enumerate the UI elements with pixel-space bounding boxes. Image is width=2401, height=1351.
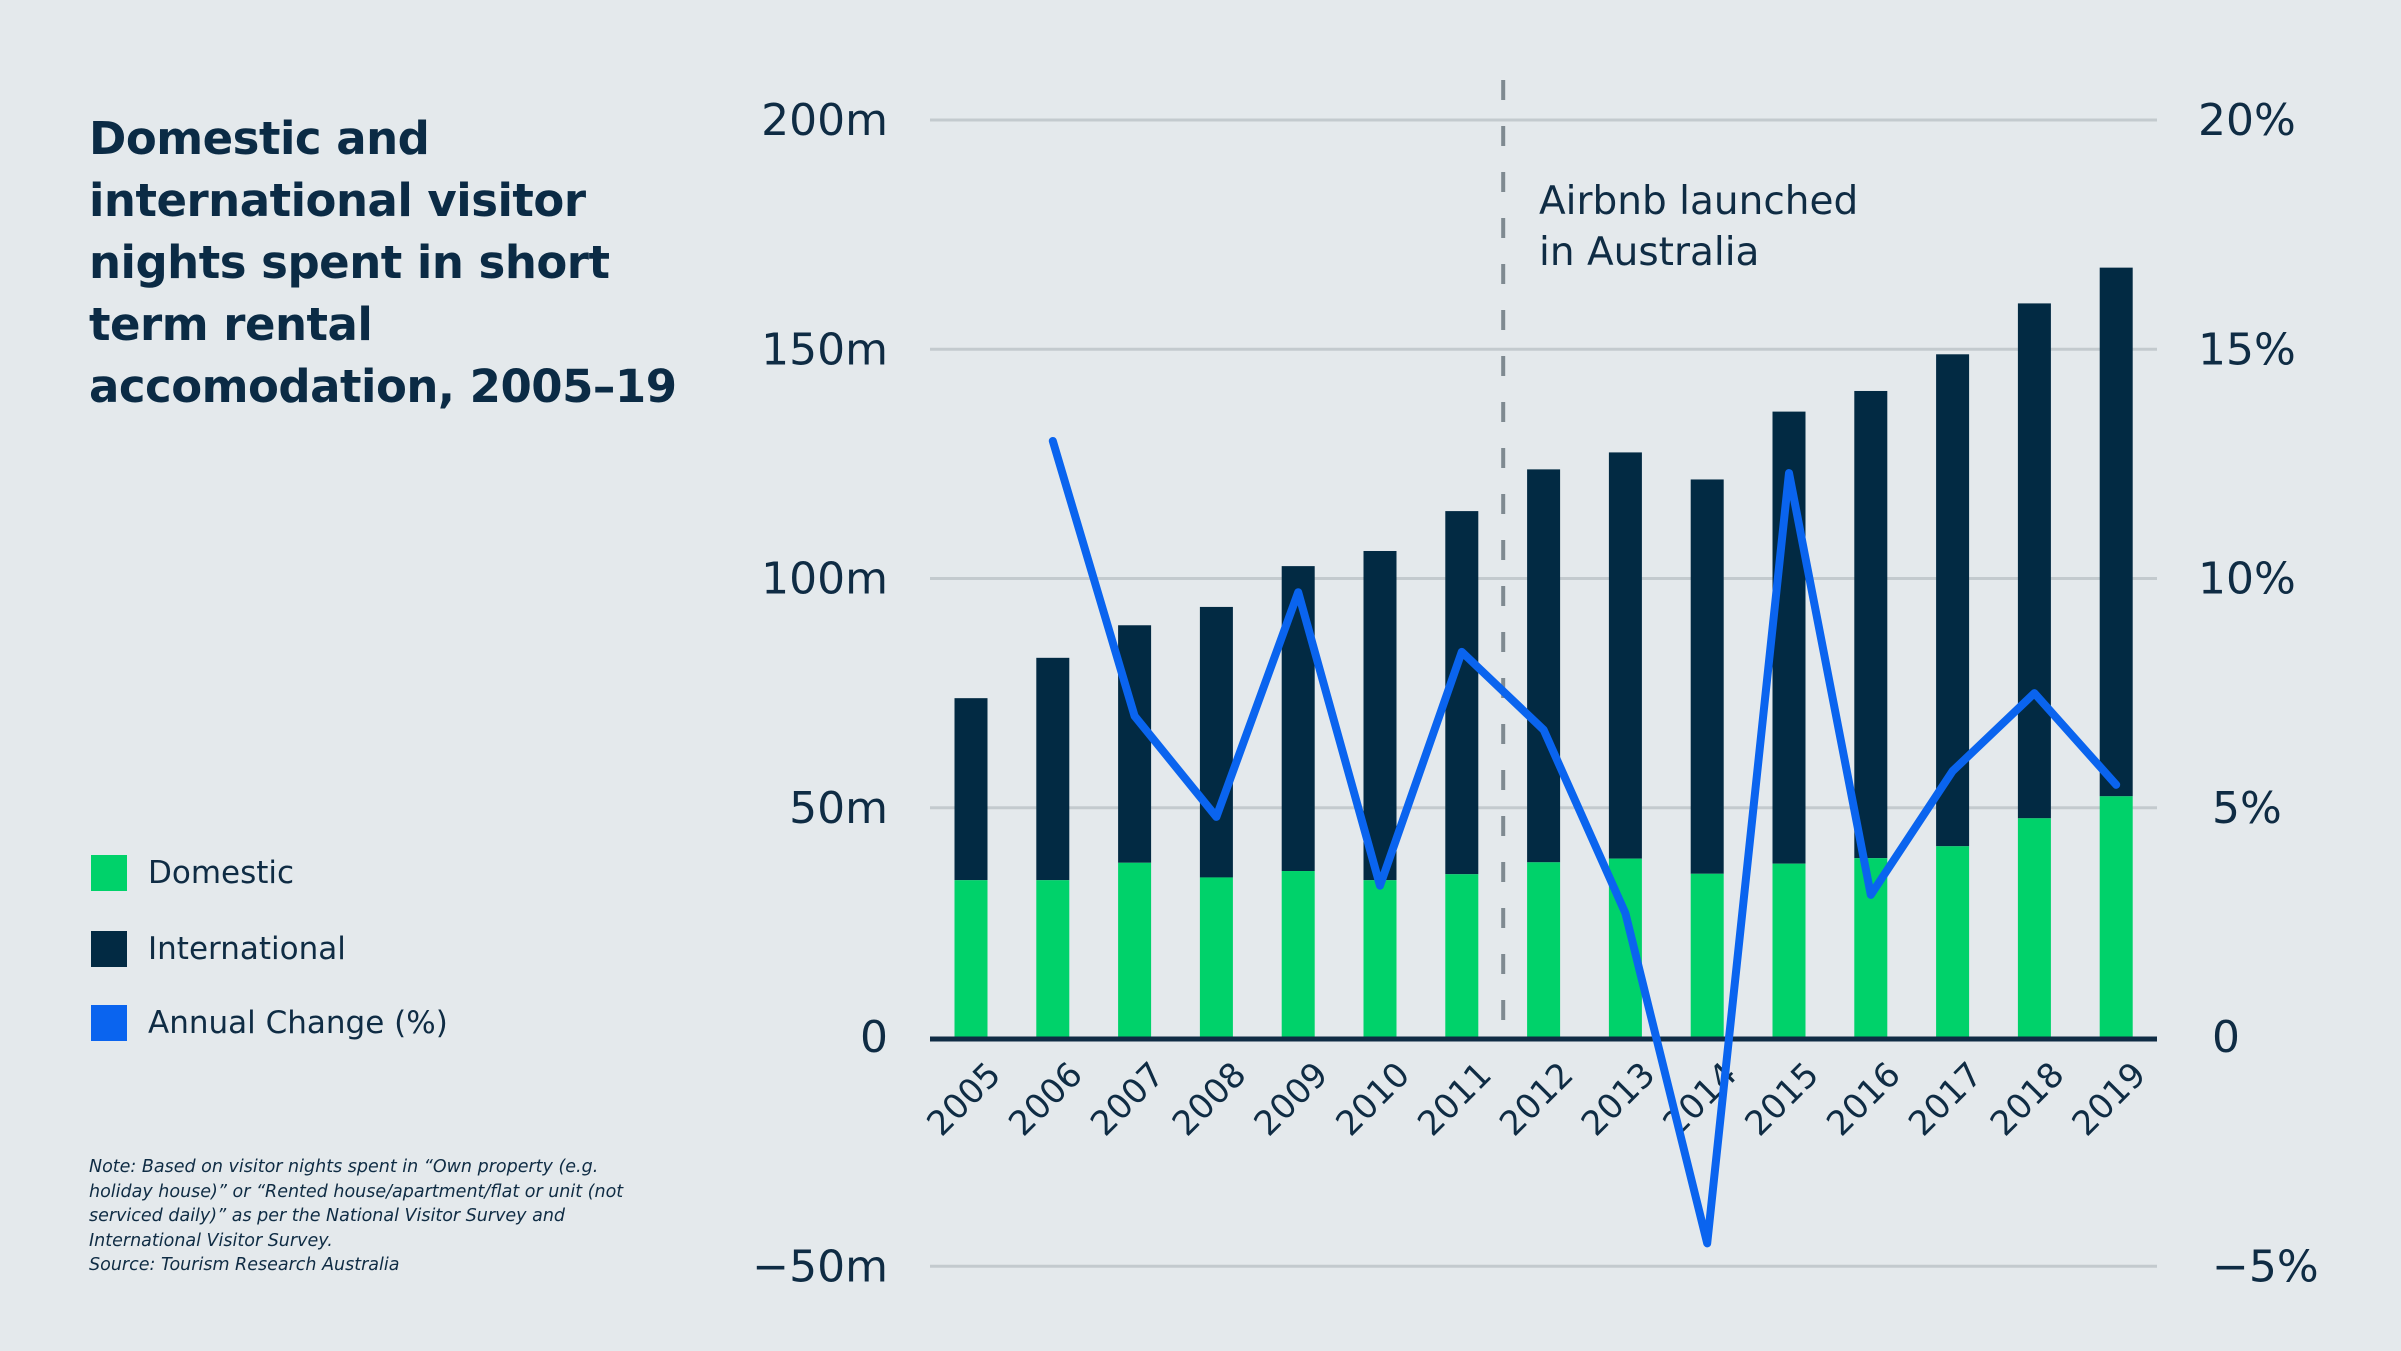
bar-domestic-2006 [1036,880,1070,1037]
left-tick-label: 50m [789,783,888,834]
annual-change-series [1048,436,2121,1248]
x-tick-label-2005: 2005 [919,1055,1008,1144]
chart-note: Note: Based on visitor nights spent in “… [89,1155,649,1278]
bar-domestic-2012 [1527,862,1561,1037]
bar-international-2007 [1118,625,1152,863]
bar-international-2006 [1036,657,1070,881]
bar-international-2019 [2099,267,2133,797]
bar-international-2010 [1363,550,1397,881]
bar-domestic-2005 [954,880,988,1037]
x-tick-label-2009: 2009 [1247,1055,1336,1144]
left-axis-ticks: 200m 150m 100m 50m 0 −50m [752,95,888,1292]
bar-domestic-2010 [1363,880,1397,1037]
x-tick-label-2013: 2013 [1574,1055,1663,1144]
chart-title: Domestic and international visitor night… [89,112,677,413]
left-tick-label: 100m [761,554,888,605]
x-tick-label-2007: 2007 [1083,1055,1172,1144]
x-tick-label-2010: 2010 [1328,1055,1417,1144]
legend-label-domestic: Domestic [148,855,295,891]
x-tick-label-2011: 2011 [1410,1055,1499,1144]
bar-domestic-2007 [1118,862,1152,1037]
right-tick-label: −5% [2212,1241,2319,1292]
right-tick-label: 20% [2198,95,2296,146]
domestic-swatch-icon [91,855,127,891]
bar-international-2008 [1199,606,1233,878]
bar-domestic-2019 [2099,796,2133,1037]
bars [954,267,2133,1037]
bar-domestic-2018 [2017,818,2051,1037]
international-swatch-icon [91,931,127,967]
x-tick-label-2019: 2019 [2065,1055,2154,1144]
legend-label-international: International [148,931,346,967]
x-tick-label-2006: 2006 [1001,1055,1090,1144]
right-tick-label: 10% [2198,554,2296,605]
bar-international-2016 [1854,390,1888,859]
x-tick-label-2015: 2015 [1737,1055,1826,1144]
bar-domestic-2011 [1445,874,1479,1037]
right-tick-label: 0 [2212,1012,2240,1063]
x-tick-label-2016: 2016 [1819,1055,1908,1144]
bar-international-2012 [1527,469,1561,863]
annotation-text-line-1: Airbnb launched [1539,179,1858,224]
bar-domestic-2017 [1936,846,1970,1037]
legend-label-annual-change: Annual Change (%) [148,1005,448,1041]
bar-domestic-2009 [1281,871,1315,1037]
annotation-text-line-2: in Australia [1539,230,1759,275]
airbnb-annotation: Airbnb launched in Australia [1501,80,1858,1033]
bar-international-2014 [1690,479,1724,874]
bar-international-2013 [1608,452,1642,859]
x-tick-label-2012: 2012 [1492,1055,1581,1144]
annual-change-swatch-icon [91,1005,127,1041]
x-tick-label-2018: 2018 [1983,1055,2072,1144]
source-text: Source: Tourism Research Australia [89,1255,400,1275]
x-tick-label-2017: 2017 [1901,1055,1990,1144]
bar-domestic-2014 [1690,873,1724,1037]
bar-international-2005 [954,698,988,881]
note-text: Note: Based on visitor nights spent in “… [89,1157,624,1251]
annual-change-line [1048,436,2121,1248]
left-tick-label: 200m [761,95,888,146]
left-tick-label: −50m [752,1241,888,1292]
left-tick-label: 150m [761,324,888,375]
x-tick-label-2008: 2008 [1165,1055,1254,1144]
left-tick-label: 0 [860,1012,888,1063]
bar-international-2009 [1281,566,1315,872]
right-tick-label: 15% [2198,324,2296,375]
right-axis-ticks: 20% 15% 10% 5% 0 −5% [2198,95,2319,1292]
bar-international-2018 [2017,303,2051,819]
bar-domestic-2015 [1772,863,1806,1037]
bar-domestic-2008 [1199,877,1233,1037]
x-axis-ticks: 2005200620072008200920102011201220132014… [919,1055,2154,1144]
right-tick-label: 5% [2212,783,2282,834]
